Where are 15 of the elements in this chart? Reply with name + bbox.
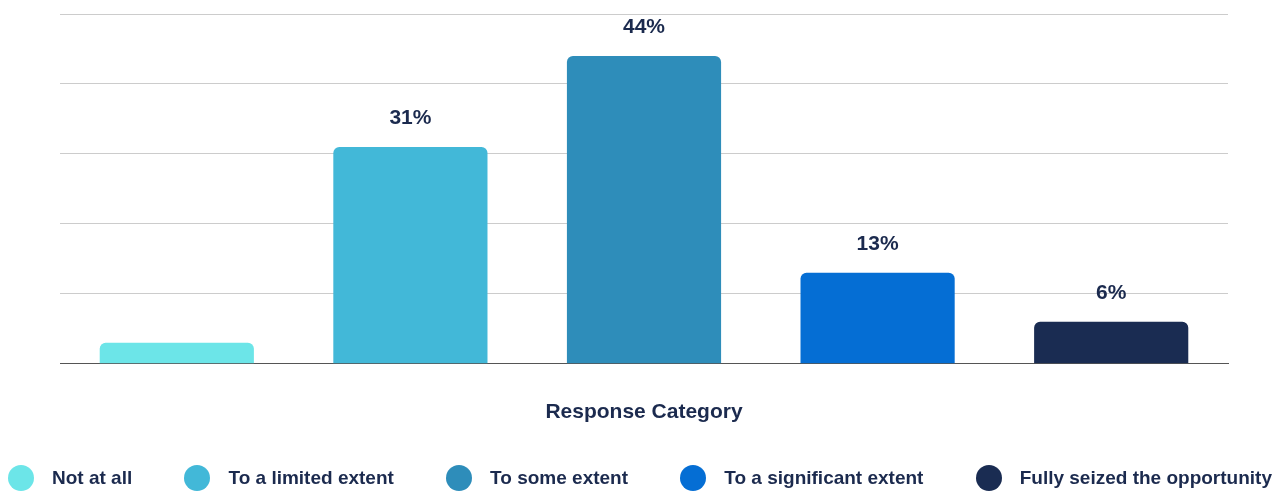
x-tick-label: To a limited extent <box>228 467 394 489</box>
x-tick-label: Fully seized the opportunity <box>1019 467 1272 489</box>
data-label: 44% <box>622 14 666 38</box>
bar <box>99 342 254 364</box>
data-label: 6% <box>1096 280 1127 304</box>
x-axis-title: Response Category <box>545 399 743 423</box>
x-tick-label: To some extent <box>490 467 629 489</box>
data-label: 31% <box>389 105 432 129</box>
data-label: 13% <box>856 231 899 255</box>
x-tick-label: To a significant extent <box>724 467 924 489</box>
bar <box>1034 321 1189 364</box>
bar <box>566 55 722 364</box>
x-tick-label: Not at all <box>52 467 133 489</box>
bar <box>800 272 955 364</box>
bar <box>333 146 488 364</box>
